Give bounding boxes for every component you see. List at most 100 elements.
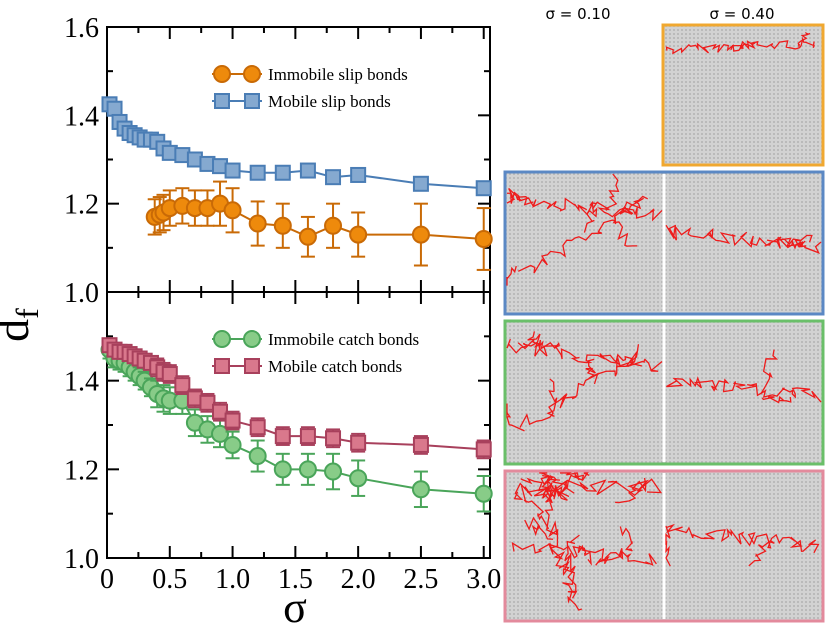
data-point <box>249 419 266 436</box>
data-point <box>274 428 291 445</box>
legend-entry: Mobile catch bonds <box>212 357 402 376</box>
panel-slip-bonds: 1.0 1.2 1.4 1.6 Immobile slip bonds Mobile sl… <box>64 13 493 309</box>
legend-label: Mobile slip bonds <box>268 92 391 111</box>
filament-trace <box>612 217 638 247</box>
data-point <box>412 175 429 192</box>
filament-trace <box>548 472 590 499</box>
filament-trace <box>797 31 811 49</box>
legend-marker <box>214 93 230 109</box>
filament-trace <box>506 338 663 372</box>
filament-trace <box>748 539 775 567</box>
legend-label: Immobile catch bonds <box>268 330 419 349</box>
filament-trace <box>527 331 541 351</box>
legend-entry: Immobile slip bonds <box>212 65 408 84</box>
data-point <box>411 480 430 499</box>
series-immobile-slip-bonds <box>145 180 493 271</box>
filament-trace <box>605 173 620 211</box>
data-point <box>325 169 342 186</box>
filament-trace <box>558 534 580 570</box>
data-point <box>350 166 367 183</box>
y-axis-label: df <box>0 308 45 342</box>
data-point <box>224 412 241 429</box>
y-tick-label: 1.0 <box>64 544 99 575</box>
x-axis-label: σ <box>283 583 307 627</box>
data-point <box>273 460 292 479</box>
legend-entry: Immobile catch bonds <box>212 330 419 349</box>
y-tick-label: 1.2 <box>64 190 99 221</box>
filament-trace <box>577 544 592 566</box>
snapshot-panel <box>665 224 822 254</box>
legend-marker <box>244 93 260 109</box>
x-tick-label: 0 <box>100 564 114 595</box>
x-tick-label: 2.0 <box>341 564 376 595</box>
panel-catch-bonds: 1.0 1.2 1.4 Immobile catch bonds Mobile catc… <box>64 291 501 595</box>
data-point <box>411 225 430 244</box>
legend-label: Mobile catch bonds <box>268 357 402 376</box>
snapshot-panel <box>511 471 663 611</box>
filament-trace <box>730 40 756 51</box>
plot-area: 1.0 1.2 1.4 1.6 Immobile slip bonds Mobile sl… <box>64 13 501 595</box>
snapshot-row-immobile-slip <box>661 23 825 167</box>
data-point <box>211 424 230 443</box>
filament-trace <box>665 523 820 554</box>
legend-marker <box>213 330 231 348</box>
simulation-snapshots: σ = 0.10 σ = 0.40 <box>503 5 825 623</box>
filament-trace <box>541 474 554 504</box>
data-point <box>474 484 493 503</box>
y-tick-label: 1.4 <box>64 101 99 132</box>
column-label-sigma-040: σ = 0.40 <box>709 5 774 23</box>
data-point <box>349 469 368 488</box>
filament-trace <box>665 36 815 55</box>
filament-trace <box>583 200 598 233</box>
filament-trace <box>665 525 671 567</box>
snapshot-panel <box>506 331 663 432</box>
filament-trace <box>506 265 517 286</box>
filament-trace <box>595 548 624 566</box>
data-point <box>325 430 342 447</box>
snapshot-panel <box>506 173 663 286</box>
legend-label: Immobile slip bonds <box>268 65 408 84</box>
filament-trace <box>506 403 525 432</box>
snapshot-panel <box>665 523 820 567</box>
snapshot-row-mobile-catch <box>503 469 825 623</box>
snapshot-panel <box>665 31 815 55</box>
data-point <box>298 460 317 479</box>
data-point <box>299 162 316 179</box>
legend-marker <box>243 65 261 83</box>
x-tick-label: 0.5 <box>152 564 187 595</box>
data-point <box>249 164 266 181</box>
data-point <box>273 216 292 235</box>
data-point <box>475 441 492 458</box>
filament-trace <box>567 553 578 599</box>
filament-trace <box>619 526 633 552</box>
data-point <box>412 436 429 453</box>
data-point <box>474 230 493 248</box>
legend-marker <box>243 330 261 348</box>
filament-trace <box>619 195 648 215</box>
filament-trace <box>615 477 647 504</box>
data-point <box>324 462 343 481</box>
data-point <box>324 216 343 235</box>
data-point <box>349 225 368 244</box>
x-tick-label: 1.5 <box>278 564 313 595</box>
legend-marker <box>213 65 231 83</box>
filament-trace <box>546 378 558 417</box>
data-point <box>161 366 178 383</box>
filament-trace <box>539 472 558 500</box>
x-tick-label: 1.0 <box>215 564 250 595</box>
snapshot-panel <box>666 349 822 404</box>
y-tick-label: 1.0 <box>64 278 99 309</box>
x-tick-label: 2.5 <box>403 564 438 595</box>
filament-trace <box>517 338 560 350</box>
y-tick-label: 1.6 <box>64 13 99 44</box>
data-point <box>223 201 242 220</box>
filament-trace <box>506 191 663 222</box>
data-point <box>248 447 267 466</box>
data-point <box>299 428 316 445</box>
filament-trace <box>511 541 657 567</box>
filament-trace <box>559 471 585 481</box>
series-mobile-catch-bonds <box>101 337 492 460</box>
data-point <box>174 377 191 394</box>
y-tick-label: 1.4 <box>64 367 99 398</box>
data-point <box>224 162 241 179</box>
